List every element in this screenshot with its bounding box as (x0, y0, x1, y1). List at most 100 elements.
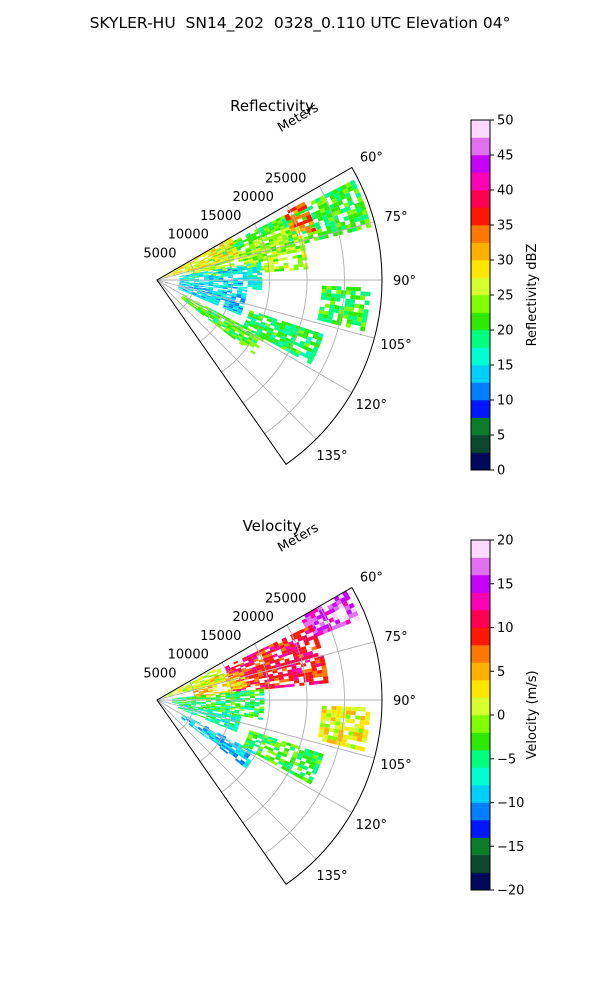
echo-cell-r8 (345, 743, 352, 749)
echo-cell-r7 (304, 342, 310, 348)
echo-cell-r5 (237, 288, 243, 292)
echo-cell-r1 (310, 227, 317, 233)
echo-cell-r4 (247, 267, 252, 270)
echo-cell-r7 (251, 317, 257, 322)
echo-cell-r0 (265, 231, 272, 236)
echo-cell-r2 (205, 268, 211, 271)
colorbar-tick-label: 40 (497, 184, 514, 199)
echo-cell-r4 (193, 274, 199, 276)
echo-cell-r5 (215, 299, 221, 302)
echo-cell-r7 (268, 758, 274, 764)
echo-cell-r1 (291, 635, 298, 641)
echo-cell-r5 (191, 712, 197, 715)
echo-cell-r5 (197, 289, 203, 292)
echo-cell-r5 (232, 308, 238, 312)
echo-cell-r5 (196, 294, 202, 297)
echo-cell-r7 (275, 321, 282, 326)
echo-cell-r0 (259, 228, 265, 233)
echo-cell-r7 (302, 345, 309, 351)
echo-cell-r1 (275, 661, 281, 666)
echo-cell-r8 (320, 719, 326, 724)
echo-cell-r3 (218, 674, 224, 678)
echo-cell-r3 (176, 687, 182, 691)
echo-cell-r7 (303, 331, 309, 337)
echo-cell-r8 (341, 738, 348, 743)
echo-cell-r0 (345, 181, 352, 189)
echo-cell-r2 (234, 674, 240, 678)
echo-cell-r8 (363, 729, 369, 735)
echo-cell-r5 (205, 718, 210, 722)
echo-cell-r4 (172, 698, 177, 700)
echo-cell-r2 (272, 237, 278, 242)
echo-cell-r3 (200, 261, 206, 264)
echo-cell-r4 (176, 697, 182, 699)
echo-cell-r0 (312, 628, 319, 635)
echo-cell-r4 (176, 697, 182, 699)
echo-cell-r3 (177, 270, 183, 273)
echo-cell-r2 (240, 676, 246, 680)
echo-cell-r6 (235, 748, 241, 754)
echo-cell-r0 (345, 223, 352, 230)
echo-cell-r1 (270, 685, 276, 689)
echo-cell-r5 (201, 712, 207, 716)
echo-cell-r1 (322, 672, 328, 677)
echo-cell-r5 (227, 727, 233, 731)
echo-cell-r1 (294, 630, 301, 636)
echo-cell-r4 (220, 704, 226, 706)
echo-cell-r6 (233, 332, 239, 337)
echo-cell-r4 (249, 693, 255, 697)
echo-cell-r3 (215, 247, 221, 251)
echo-cell-r5 (232, 727, 238, 731)
echo-cell-r1 (300, 213, 306, 219)
echo-cell-r1 (275, 685, 281, 689)
echo-cell-r6 (204, 725, 210, 729)
echo-cell-r1 (298, 221, 304, 226)
echo-cell-r4 (198, 273, 204, 276)
echo-cell-r6 (194, 304, 199, 308)
echo-cell-r2 (291, 233, 298, 238)
echo-cell-r7 (247, 745, 254, 750)
echo-cell-r5 (202, 709, 208, 712)
echo-cell-r0 (233, 241, 239, 245)
echo-cell-r7 (244, 741, 250, 746)
echo-cell-r1 (293, 655, 300, 660)
echo-cell-r4 (196, 702, 202, 704)
echo-cell-r7 (280, 345, 287, 351)
echo-cell-r2 (293, 264, 299, 268)
echo-cell-r7 (269, 756, 275, 761)
echo-cell-r1 (253, 674, 259, 678)
echo-cell-r6 (212, 739, 218, 744)
echo-cell-r5 (209, 719, 215, 722)
echo-cell-r3 (228, 251, 234, 256)
echo-cell-r1 (306, 668, 313, 673)
echo-cell-r3 (172, 269, 177, 273)
echo-cell-r0 (301, 618, 308, 624)
echo-cell-r5 (200, 715, 206, 719)
colorbar-swatch (471, 715, 490, 733)
echo-cell-r5 (205, 296, 211, 299)
echo-cell-r0 (311, 616, 318, 623)
echo-cell-r3 (224, 244, 230, 248)
echo-cell-r2 (297, 260, 304, 265)
echo-cell-r4 (171, 701, 177, 703)
echo-cell-r6 (211, 732, 217, 737)
echo-cell-r7 (290, 756, 297, 762)
echo-cell-r2 (198, 690, 204, 693)
echo-cell-r1 (284, 678, 290, 683)
echo-cell-r2 (218, 691, 224, 694)
echo-cell-r7 (262, 736, 268, 741)
echo-cell-r6 (220, 745, 226, 750)
echo-cell-r0 (332, 615, 339, 621)
echo-cell-r0 (246, 234, 252, 239)
echo-cell-r0 (238, 242, 245, 247)
echo-cell-r0 (268, 224, 274, 229)
echo-cell-r1 (261, 667, 267, 672)
echo-cell-r5 (227, 306, 233, 311)
echo-cell-r1 (296, 667, 303, 672)
echo-cell-r3 (232, 248, 238, 252)
echo-cell-r4 (210, 702, 216, 704)
echo-cell-r0 (237, 239, 243, 243)
echo-cell-r2 (273, 258, 279, 262)
radial-tick-label: 25000 (265, 591, 306, 606)
echo-cell-r1 (281, 667, 288, 672)
